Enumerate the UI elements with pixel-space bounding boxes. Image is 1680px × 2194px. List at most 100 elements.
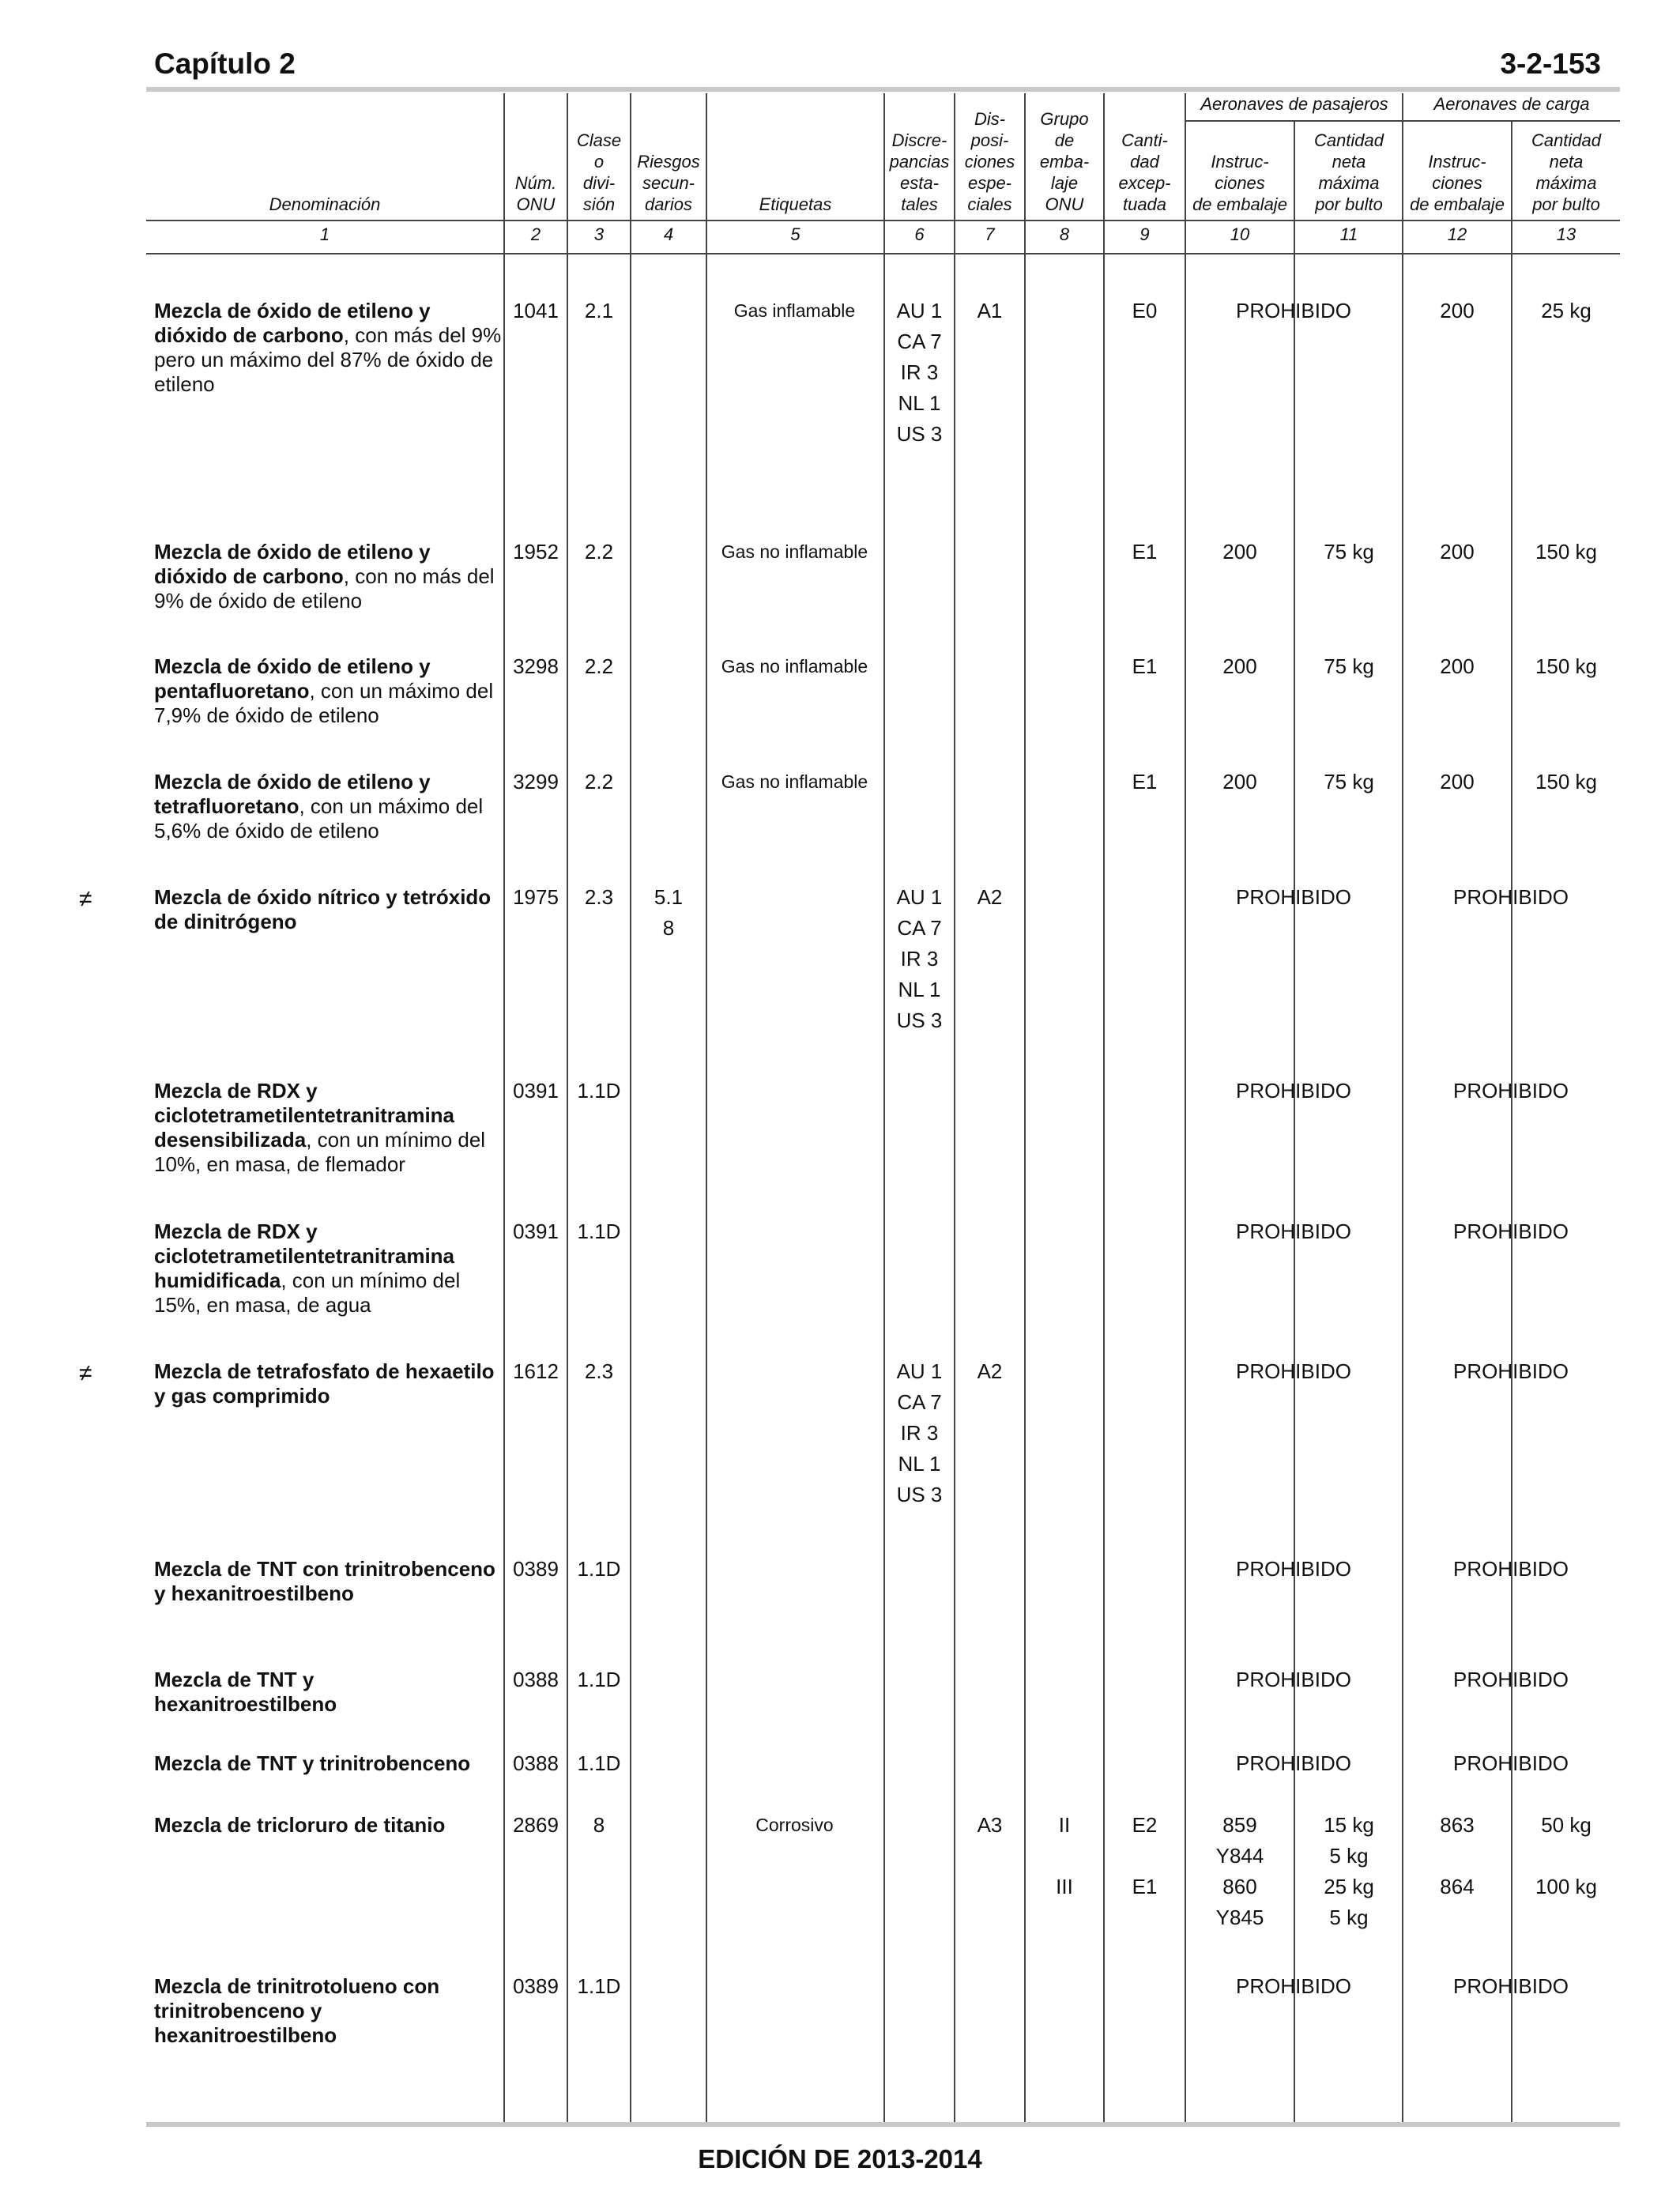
un-number: 0391 [513, 1079, 559, 1103]
class-division: 2.3 [584, 885, 614, 909]
substance-name-bold: Mezcla de RDX y ciclotetrametilentetrani… [154, 1220, 455, 1292]
class-division: 1.1D [577, 1751, 621, 1775]
pax-prohibited: PROHIBIDO [1199, 1971, 1388, 2002]
column-number-6: 6 [914, 224, 925, 244]
state-discrepancies: AU 1 CA 7 IR 3 NL 1 US 3 [896, 299, 943, 446]
cargo-prohibited: PROHIBIDO [1416, 1748, 1606, 1779]
substance-name: Mezcla de tricloruro de titanio [154, 1813, 502, 1838]
column-number-3: 3 [593, 224, 605, 244]
un-number: 0389 [513, 1557, 559, 1581]
class-division: 2.2 [584, 654, 614, 678]
pax-max-net-qty: 15 kg 5 kg 25 kg 5 kg [1324, 1813, 1374, 1929]
cargo-prohibited: PROHIBIDO [1416, 1076, 1606, 1106]
column-divider [1024, 93, 1026, 2122]
un-number: 0388 [513, 1751, 559, 1775]
column-divider [503, 93, 505, 2122]
special-provisions: A2 [977, 885, 1003, 909]
column-header-10: Instruc- ciones de embalaje [1192, 152, 1287, 214]
substance-name-bold: Mezcla de tetrafosfato de hexaetilo y ga… [154, 1359, 495, 1408]
substance-name-bold: Mezcla de TNT y trinitrobenceno [154, 1751, 471, 1775]
cargo-prohibited: PROHIBIDO [1416, 1554, 1606, 1585]
cargo-max-net-qty: 150 kg [1535, 770, 1598, 794]
cargo-prohibited: PROHIBIDO [1416, 1216, 1606, 1247]
column-header-8: Grupo de emba- laje ONU [1039, 109, 1090, 214]
column-divider [1402, 93, 1403, 2122]
hazard-label: Corrosivo [755, 1815, 834, 1835]
column-header-1: Denominación [269, 194, 381, 214]
un-number: 1975 [513, 885, 559, 909]
pax-prohibited: PROHIBIDO [1199, 1076, 1388, 1106]
header-rule [146, 87, 1620, 92]
edition-footer: EDICIÓN DE 2013-2014 [698, 2144, 982, 2173]
class-division: 1.1D [577, 1557, 621, 1581]
un-number: 3299 [513, 770, 559, 794]
substance-name-bold: Mezcla de óxido de etileno y dióxido de … [154, 540, 431, 588]
cargo-packing-instruction: 200 [1440, 540, 1475, 564]
column-header-13: Cantidad neta máxima por bulto [1531, 130, 1602, 214]
column-divider [1185, 93, 1186, 2122]
column-number-11: 11 [1339, 224, 1358, 244]
pax-packing-instruction: 200 [1222, 540, 1257, 564]
column-number-9: 9 [1139, 224, 1150, 244]
cargo-max-net-qty: 50 kg 100 kg [1535, 1813, 1598, 1898]
column-divider [630, 93, 631, 2122]
class-division: 2.2 [584, 770, 614, 794]
substance-name-detail: , con un máximo del 5,6% de óxido de eti… [154, 794, 484, 843]
substance-name-bold: Mezcla de trinitrotolueno con trinitrobe… [154, 1974, 440, 2047]
group-cargo-aircraft: Aeronaves de carga [1433, 94, 1590, 114]
pax-prohibited: PROHIBIDO [1199, 882, 1388, 913]
un-number: 1041 [513, 299, 559, 322]
un-number: 0388 [513, 1668, 559, 1691]
hazard-label: Gas inflamable [733, 300, 856, 321]
un-number: 2869 [513, 1813, 559, 1837]
column-divider [1103, 93, 1105, 2122]
un-number: 1612 [513, 1359, 559, 1383]
column-number-4: 4 [663, 224, 674, 244]
column-header-5: Etiquetas [759, 194, 832, 214]
substance-name: Mezcla de óxido de etileno y tetrafluore… [154, 770, 502, 843]
excepted-quantity: E1 [1132, 540, 1158, 564]
cargo-max-net-qty: 150 kg [1535, 540, 1598, 564]
column-number-2: 2 [530, 224, 541, 244]
substance-name-bold: Mezcla de TNT con trinitrobenceno y hexa… [154, 1557, 495, 1605]
class-division: 8 [593, 1813, 605, 1837]
column-divider [567, 93, 568, 2122]
cargo-packing-instruction: 200 [1440, 770, 1475, 794]
pax-packing-instruction: 200 [1222, 770, 1257, 794]
substance-name: Mezcla de óxido de etileno y dióxido de … [154, 540, 502, 613]
substance-name-bold: Mezcla de óxido de etileno y pentafluore… [154, 654, 431, 703]
substance-name-detail: , con un mínimo del 15%, en masa, de agu… [154, 1269, 461, 1317]
substance-name-bold: Mezcla de TNT y hexanitroestilbeno [154, 1668, 337, 1716]
class-division: 2.3 [584, 1359, 614, 1383]
cargo-packing-instruction: 863 864 [1440, 1813, 1475, 1898]
special-provisions: A3 [977, 1813, 1003, 1837]
column-header-4: Riesgos secun- darios [637, 152, 700, 214]
substance-name-detail: , con un mínimo del 10%, en masa, de fle… [154, 1128, 486, 1176]
column-header-6: Discre- pancias esta- tales [889, 130, 950, 214]
hazard-label: Gas no inflamable [721, 771, 868, 792]
column-header-2: Núm. ONU [514, 173, 557, 214]
footer-rule [146, 2122, 1620, 2127]
substance-name-bold: Mezcla de óxido de etileno y dióxido de … [154, 299, 431, 347]
pax-prohibited: PROHIBIDO [1199, 1748, 1388, 1779]
column-header-7: Dis- posi- ciones espe- ciales [964, 109, 1015, 214]
class-division: 1.1D [577, 1220, 621, 1243]
chapter-title: Capítulo 2 [154, 47, 296, 80]
cargo-max-net-qty: 25 kg [1541, 299, 1591, 322]
column-number-5: 5 [790, 224, 800, 244]
class-division: 1.1D [577, 1079, 621, 1103]
class-division: 1.1D [577, 1668, 621, 1691]
class-division: 2.2 [584, 540, 614, 564]
class-division: 1.1D [577, 1974, 621, 1998]
substance-name-bold: Mezcla de tricloruro de titanio [154, 1813, 446, 1837]
column-header-11: Cantidad neta máxima por bulto [1313, 130, 1384, 214]
change-mark: ≠ [79, 886, 92, 912]
hazard-label: Gas no inflamable [721, 656, 868, 677]
substance-name-bold: Mezcla de óxido de etileno y tetrafluore… [154, 770, 431, 818]
column-number-10: 10 [1230, 224, 1250, 244]
cargo-prohibited: PROHIBIDO [1416, 1664, 1606, 1695]
cargo-packing-instruction: 200 [1440, 654, 1475, 678]
substance-name-detail: , con no más del 9% de óxido de etileno [154, 564, 495, 613]
state-discrepancies: AU 1 CA 7 IR 3 NL 1 US 3 [896, 885, 943, 1032]
change-mark: ≠ [79, 1360, 92, 1386]
